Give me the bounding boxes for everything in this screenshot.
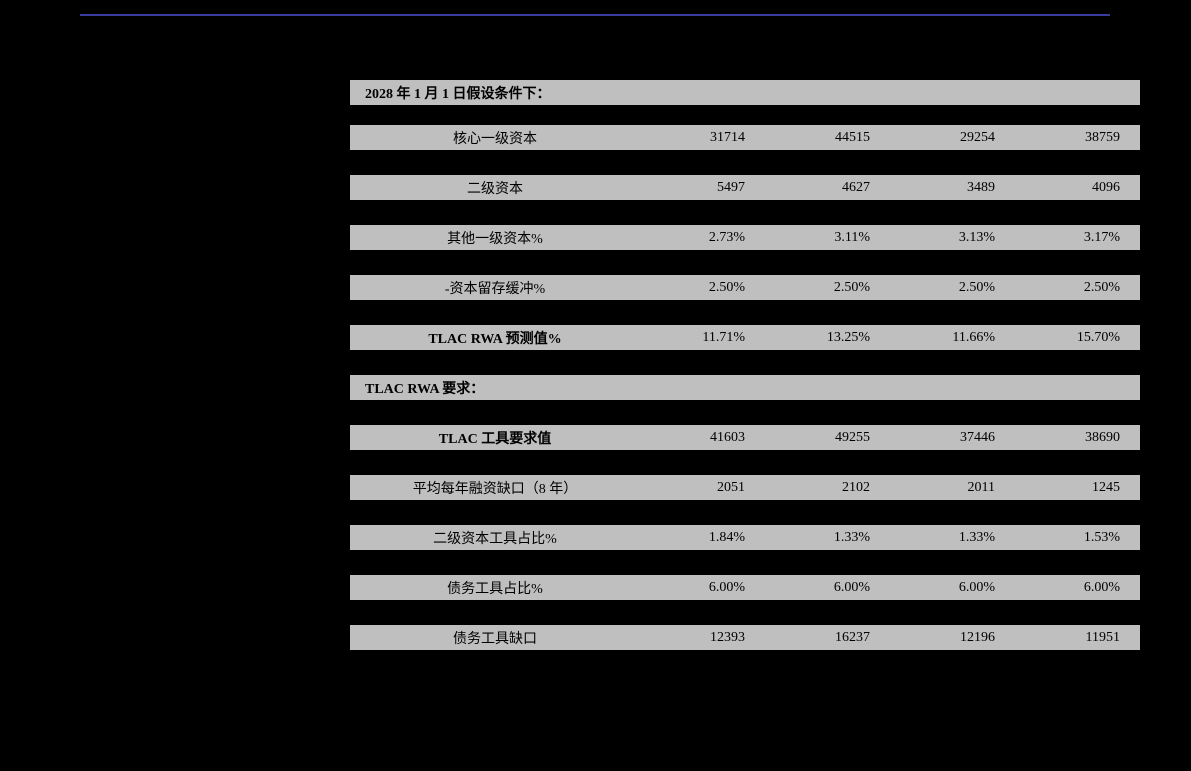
spacer [350,300,1140,325]
section-header-2-text: TLAC RWA 要求： [365,378,484,398]
cell: 31714 [640,130,765,146]
cell: 4096 [1015,180,1140,196]
table-row: 债务工具缺口 12393 16237 12196 11951 [350,625,1140,650]
cell: 3.13% [890,230,1015,246]
row-label: -资本留存缓冲% [350,278,640,298]
spacer [350,200,1140,225]
cell: 6.00% [890,580,1015,596]
section-header-1-text: 2028 年 1 月 1 日假设条件下： [365,83,551,103]
cell: 2011 [890,480,1015,496]
row-label: TLAC 工具要求值 [350,428,640,448]
table-row: 平均每年融资缺口（8 年） 2051 2102 2011 1245 [350,475,1140,500]
row-label: TLAC RWA 预测值% [350,328,640,348]
cell: 2.50% [1015,280,1140,296]
cell: 1.33% [765,530,890,546]
cell: 1.53% [1015,530,1140,546]
cell: 12393 [640,630,765,646]
cell: 44515 [765,130,890,146]
cell: 41603 [640,430,765,446]
cell: 2.50% [765,280,890,296]
row-label: 二级资本工具占比% [350,528,640,548]
row-label: 债务工具占比% [350,578,640,598]
section-header-1: 2028 年 1 月 1 日假设条件下： [350,80,1140,105]
cell: 16237 [765,630,890,646]
cell: 11.71% [640,330,765,346]
cell: 2.73% [640,230,765,246]
top-divider [80,14,1110,16]
cell: 2.50% [890,280,1015,296]
table-row: -资本留存缓冲% 2.50% 2.50% 2.50% 2.50% [350,275,1140,300]
spacer [350,550,1140,575]
cell: 6.00% [1015,580,1140,596]
cell: 38690 [1015,430,1140,446]
cell: 1.33% [890,530,1015,546]
cell: 2102 [765,480,890,496]
spacer [350,600,1140,625]
table-row: 债务工具占比% 6.00% 6.00% 6.00% 6.00% [350,575,1140,600]
table-row: 核心一级资本 31714 44515 29254 38759 [350,125,1140,150]
cell: 5497 [640,180,765,196]
data-table: 2028 年 1 月 1 日假设条件下： 核心一级资本 31714 44515 … [350,80,1140,650]
spacer [350,250,1140,275]
table-row: TLAC RWA 预测值% 11.71% 13.25% 11.66% 15.70… [350,325,1140,350]
spacer [350,105,1140,125]
row-label: 债务工具缺口 [350,628,640,648]
cell: 12196 [890,630,1015,646]
spacer [350,400,1140,425]
row-label: 平均每年融资缺口（8 年） [350,478,640,498]
row-label: 其他一级资本% [350,228,640,248]
cell: 3489 [890,180,1015,196]
spacer [350,350,1140,375]
row-label: 二级资本 [350,178,640,198]
cell: 37446 [890,430,1015,446]
cell: 13.25% [765,330,890,346]
table-row: 其他一级资本% 2.73% 3.11% 3.13% 3.17% [350,225,1140,250]
row-label: 核心一级资本 [350,128,640,148]
cell: 2.50% [640,280,765,296]
cell: 29254 [890,130,1015,146]
table-row: TLAC 工具要求值 41603 49255 37446 38690 [350,425,1140,450]
cell: 1.84% [640,530,765,546]
spacer [350,450,1140,475]
table-row: 二级资本工具占比% 1.84% 1.33% 1.33% 1.53% [350,525,1140,550]
cell: 3.17% [1015,230,1140,246]
cell: 1245 [1015,480,1140,496]
spacer [350,500,1140,525]
cell: 38759 [1015,130,1140,146]
cell: 2051 [640,480,765,496]
cell: 49255 [765,430,890,446]
cell: 11951 [1015,630,1140,646]
cell: 3.11% [765,230,890,246]
cell: 15.70% [1015,330,1140,346]
cell: 4627 [765,180,890,196]
cell: 6.00% [640,580,765,596]
section-header-2: TLAC RWA 要求： [350,375,1140,400]
table-row: 二级资本 5497 4627 3489 4096 [350,175,1140,200]
spacer [350,150,1140,175]
cell: 11.66% [890,330,1015,346]
cell: 6.00% [765,580,890,596]
